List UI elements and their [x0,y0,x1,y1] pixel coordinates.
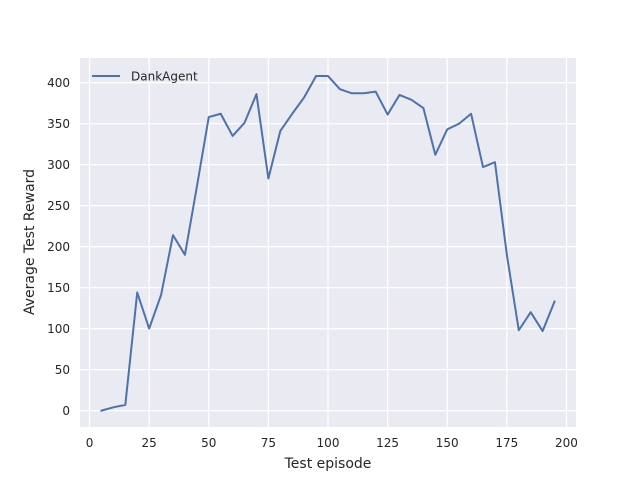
y-tick-label-3: 150 [47,281,70,295]
y-tick-label-0: 0 [62,404,70,418]
grid-lines [80,58,576,427]
y-tick-label-5: 250 [47,199,70,213]
x-tick-label-1: 25 [142,436,157,450]
y-tick-label-4: 200 [47,240,70,254]
y-tick-label-6: 300 [47,158,70,172]
x-tick-label-5: 125 [376,436,399,450]
y-tick-labels: 0 50 100 150 200 250 300 350 400 [47,76,70,418]
legend-label-dankagent: DankAgent [131,70,198,84]
y-axis-label: Average Test Reward [22,169,38,315]
x-tick-label-7: 175 [495,436,518,450]
x-tick-label-4: 100 [317,436,340,450]
x-tick-label-2: 50 [201,436,216,450]
series-line-0 [100,75,556,412]
x-tick-label-8: 200 [555,436,578,450]
x-tick-label-0: 0 [86,436,94,450]
y-tick-label-2: 100 [47,322,70,336]
y-tick-label-7: 350 [47,117,70,131]
y-tick-label-1: 50 [55,363,70,377]
y-tick-label-8: 400 [47,76,70,90]
series-lines [100,75,556,412]
x-tick-labels: 0 25 50 75 100 125 150 175 200 [86,436,578,450]
x-axis-label: Test episode [284,456,372,472]
x-tick-label-3: 75 [261,436,276,450]
legend: DankAgent [92,70,198,84]
x-tick-label-6: 150 [436,436,459,450]
